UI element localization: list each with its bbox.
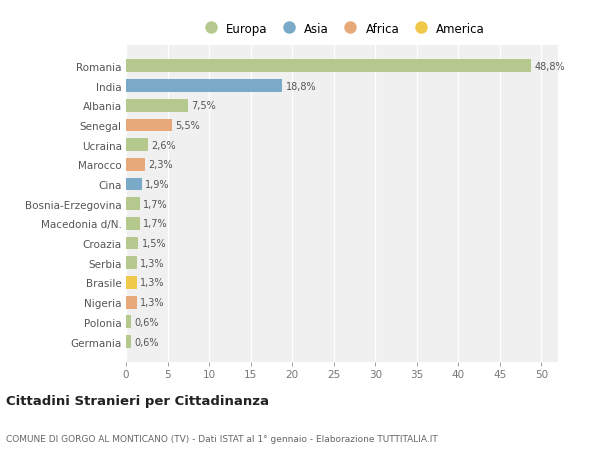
Bar: [126, 158, 145, 171]
Bar: [126, 296, 137, 309]
Bar: [126, 198, 140, 211]
Text: 2,6%: 2,6%: [151, 140, 176, 150]
Bar: [126, 218, 140, 230]
Text: 18,8%: 18,8%: [286, 81, 316, 91]
Text: 1,3%: 1,3%: [140, 297, 164, 308]
Text: 1,3%: 1,3%: [140, 278, 164, 288]
Text: Cittadini Stranieri per Cittadinanza: Cittadini Stranieri per Cittadinanza: [6, 394, 269, 407]
Text: 0,6%: 0,6%: [134, 317, 159, 327]
Text: 1,7%: 1,7%: [143, 199, 168, 209]
Bar: [126, 237, 139, 250]
Bar: [126, 316, 131, 329]
Text: 1,5%: 1,5%: [142, 239, 166, 249]
Text: 0,6%: 0,6%: [134, 337, 159, 347]
Text: 2,3%: 2,3%: [148, 160, 173, 170]
Text: 1,3%: 1,3%: [140, 258, 164, 268]
Bar: [126, 336, 131, 348]
Bar: [126, 119, 172, 132]
Text: COMUNE DI GORGO AL MONTICANO (TV) - Dati ISTAT al 1° gennaio - Elaborazione TUTT: COMUNE DI GORGO AL MONTICANO (TV) - Dati…: [6, 434, 438, 442]
Bar: [126, 60, 532, 73]
Text: 1,9%: 1,9%: [145, 179, 170, 190]
Bar: [126, 100, 188, 112]
Text: 7,5%: 7,5%: [191, 101, 217, 111]
Bar: [126, 139, 148, 151]
Bar: [126, 178, 142, 191]
Text: 1,7%: 1,7%: [143, 219, 168, 229]
Legend: Europa, Asia, Africa, America: Europa, Asia, Africa, America: [197, 20, 487, 38]
Bar: [126, 257, 137, 269]
Bar: [126, 276, 137, 289]
Bar: [126, 80, 282, 93]
Text: 5,5%: 5,5%: [175, 121, 200, 131]
Text: 48,8%: 48,8%: [535, 62, 565, 72]
